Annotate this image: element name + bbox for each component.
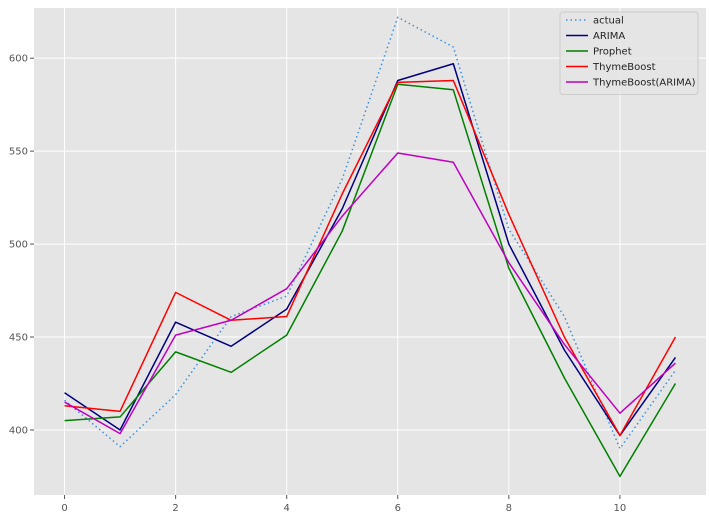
x-tick-label: 8 [506,503,512,514]
x-tick-label: 4 [284,503,290,514]
series-line-thymeboost [64,79,677,437]
series-line-thymeboost-arima [64,152,676,435]
y-tick-label: 600 [9,54,28,65]
legend-label: ThymeBoost [592,62,656,73]
y-tick-label: 450 [9,333,28,344]
legend-box [559,11,699,95]
legend-label: actual [593,16,624,27]
series-line-prophet [64,83,677,478]
y-tick-label: 500 [9,240,28,251]
x-tick-labels: 0 2 4 6 8 10 [61,495,626,514]
y-tick-label: 550 [9,147,28,158]
legend-label: ARIMA [593,31,625,42]
legend-label: ThymeBoost(ARIMA) [592,78,696,89]
series-line-actual [64,16,677,450]
x-tick-label: 2 [172,503,178,514]
legend: actual ARIMA Prophet ThymeBoost ThymeBoost(A… [559,11,699,95]
y-tick-labels: 400 450 500 550 600 [9,54,34,436]
x-tick-label: 6 [395,503,401,514]
legend-label: Prophet [593,47,632,58]
x-tick-label: 10 [614,503,627,514]
y-tick-label: 400 [9,425,28,436]
series-line-arima [64,63,677,437]
series-lines [64,16,677,478]
x-tick-label: 0 [61,503,67,514]
